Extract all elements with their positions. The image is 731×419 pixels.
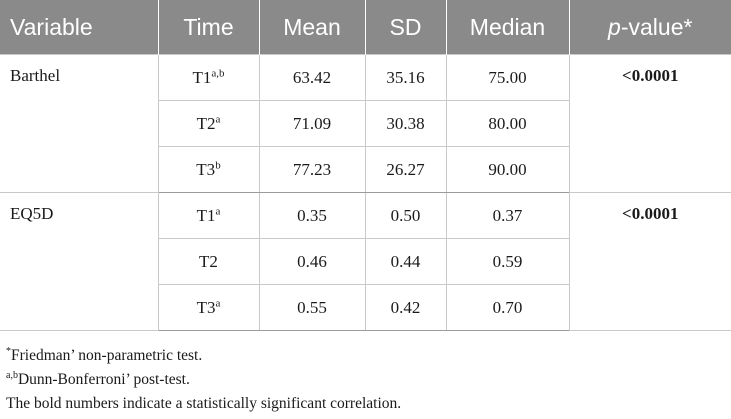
time-superscript: a [215,296,221,309]
time-superscript: a [215,204,221,217]
time-cell: T1a [157,192,260,239]
footnote-mark: * [6,345,11,357]
pvalue-cell-eq5d: <0.0001 [568,192,731,331]
table-row: Barthel T1a,b 63.42 35.16 75.00 <0.0001 [0,54,731,193]
time-cell: T2 [157,238,260,285]
median-cell: 75.00 [445,54,570,101]
footnote-mark: a,b [6,369,18,381]
median-cell: 0.70 [445,284,570,331]
mean-cell: 71.09 [258,100,366,147]
mean-cell: 77.23 [258,146,366,193]
median-cell: 80.00 [445,100,570,147]
mean-cell: 0.46 [258,238,366,285]
time-cell: T2a [157,100,260,147]
median-cell: 0.37 [445,192,570,239]
variable-cell-barthel: Barthel [0,54,159,193]
table-row: T3a 0.55 0.42 0.70 [0,284,731,331]
sd-cell: 35.16 [364,54,447,101]
table-row: EQ5D T1a 0.35 0.50 0.37 <0.0001 [0,192,731,331]
header-median: Median [446,0,570,55]
table-row: T3b 77.23 26.27 90.00 [0,146,731,193]
table-row: T2 0.46 0.44 0.59 [0,238,731,285]
time-cell: T3a [157,284,260,331]
header-mean: Mean [259,0,366,55]
time-superscript: b [215,158,221,171]
sd-cell: 0.42 [364,284,447,331]
sd-cell: 0.50 [364,192,447,239]
sd-cell: 26.27 [364,146,447,193]
sd-cell: 0.44 [364,238,447,285]
header-pvalue-p: p [608,13,621,40]
results-table-container: Variable Time Mean SD Median p-value* Ba… [0,0,731,331]
header-pvalue-rest: -value* [620,13,693,40]
footnote-bold-note: The bold numbers indicate a statisticall… [6,395,402,412]
time-superscript: a,b [211,66,225,79]
pvalue-cell-barthel: <0.0001 [568,54,731,193]
median-cell: 90.00 [445,146,570,193]
header-pvalue: p-value* [569,0,731,55]
time-superscript: a [215,112,221,125]
header-variable: Variable [0,0,159,55]
header-sd: SD [365,0,447,55]
mean-cell: 63.42 [258,54,366,101]
variable-cell-eq5d: EQ5D [0,192,159,331]
footnote-dunn-bonferroni: a,bDunn-Bonferroni’ post-test. [6,369,190,388]
results-table: Variable Time Mean SD Median p-value* Ba… [0,0,731,331]
header-time: Time [158,0,260,55]
median-cell: 0.59 [445,238,570,285]
time-cell: T3b [157,146,260,193]
footnote-friedman: *Friedman’ non-parametric test. [6,345,203,364]
time-cell: T1a,b [157,54,260,101]
header-row: Variable Time Mean SD Median p-value* [0,0,731,55]
mean-cell: 0.35 [258,192,366,239]
mean-cell: 0.55 [258,284,366,331]
table-row: T2a 71.09 30.38 80.00 [0,100,731,147]
sd-cell: 30.38 [364,100,447,147]
table-footnotes: *Friedman’ non-parametric test. a,bDunn-… [6,344,726,416]
